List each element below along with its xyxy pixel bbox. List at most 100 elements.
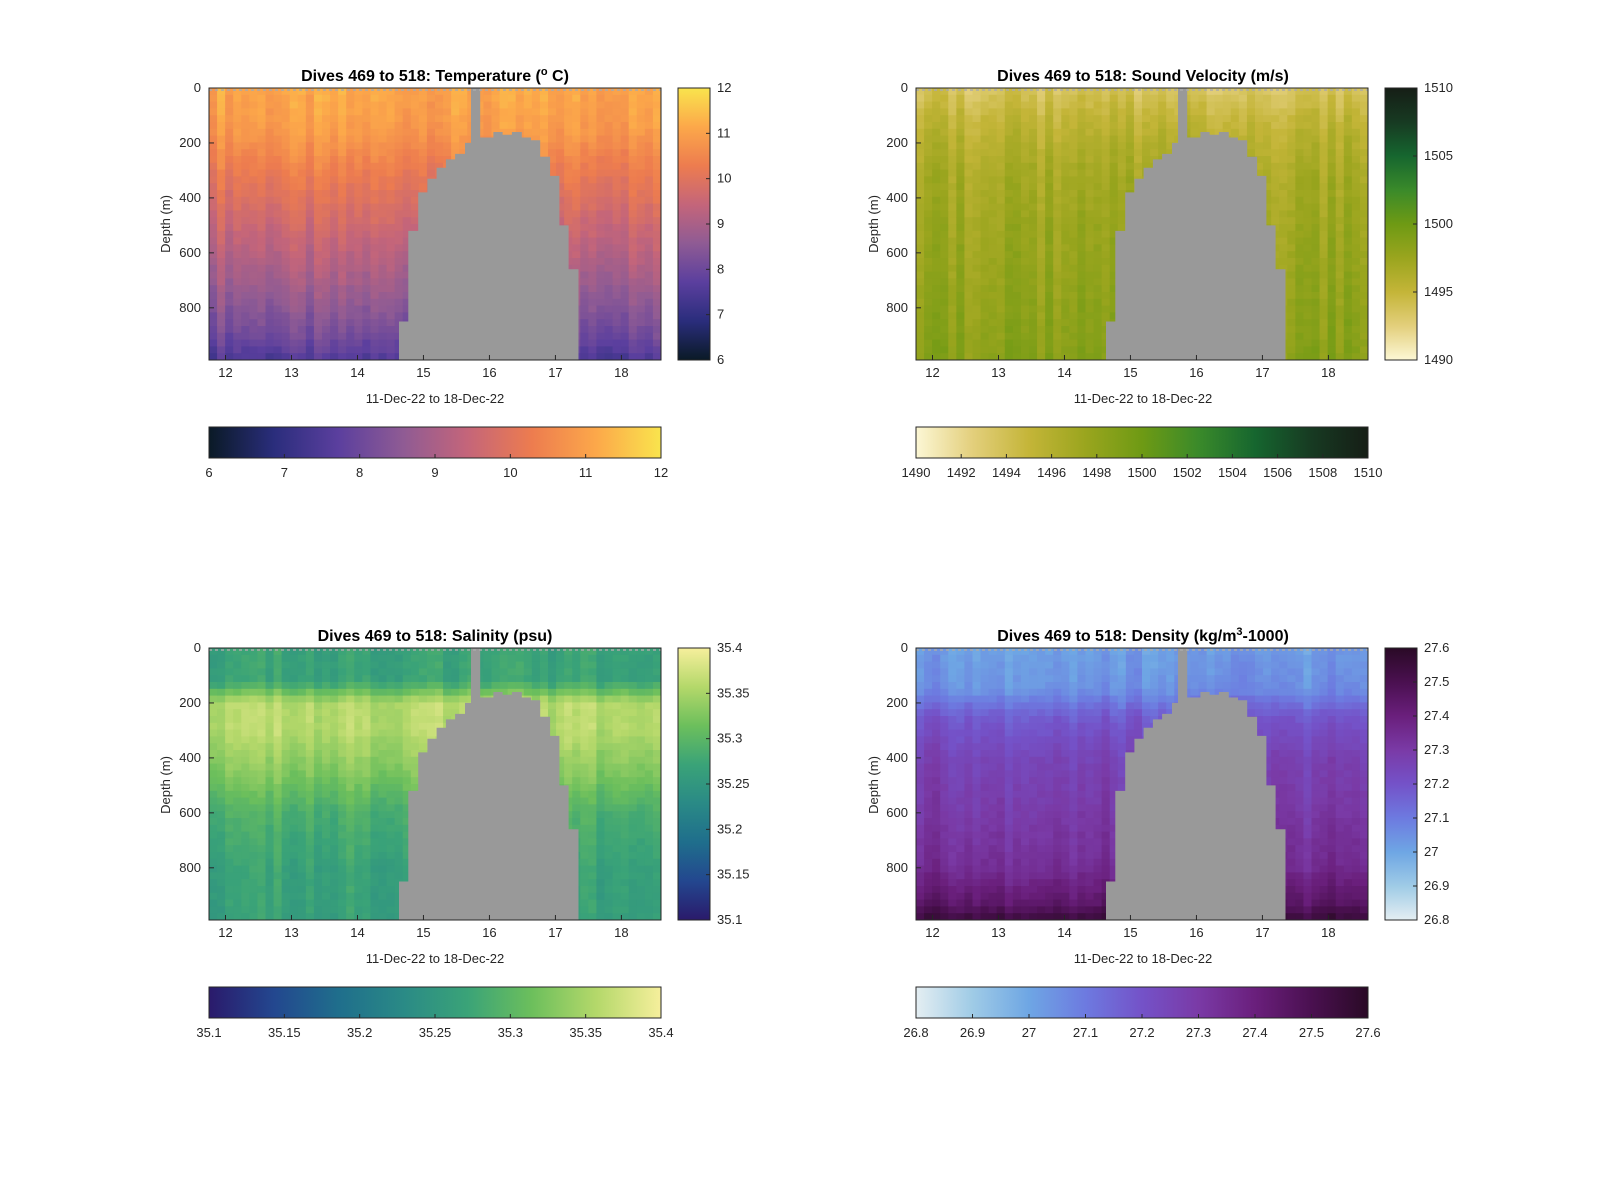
heatmap-cell bbox=[346, 292, 355, 300]
heatmap-cell bbox=[1303, 332, 1313, 341]
heatmap-cell bbox=[996, 319, 1006, 327]
heatmap-cell bbox=[209, 128, 218, 137]
heatmap-cell bbox=[338, 305, 347, 313]
heatmap-cell bbox=[370, 237, 380, 245]
heatmap-cell bbox=[1020, 292, 1030, 300]
heatmap-cell bbox=[338, 278, 347, 286]
heatmap-cell bbox=[1279, 101, 1288, 109]
heatmap-cell bbox=[604, 237, 614, 245]
heatmap-cell bbox=[1029, 122, 1038, 130]
heatmap-cell bbox=[628, 149, 638, 157]
heatmap-cell bbox=[322, 169, 331, 177]
heatmap-cell bbox=[1359, 135, 1368, 143]
heatmap-cell bbox=[265, 162, 275, 171]
heatmap-cell bbox=[225, 162, 234, 171]
heatmap-cell bbox=[1037, 326, 1046, 334]
heatmap-cell bbox=[1085, 292, 1095, 300]
heatmap-cell bbox=[596, 196, 606, 205]
side-colorbar-label: 1500 bbox=[1424, 216, 1453, 231]
heatmap-cell bbox=[1085, 135, 1095, 143]
heatmap-cell bbox=[972, 298, 982, 307]
heatmap-cell bbox=[346, 135, 355, 143]
heatmap-cell bbox=[1279, 135, 1288, 143]
heatmap-cell bbox=[1037, 353, 1046, 360]
heatmap-cell bbox=[1069, 305, 1079, 313]
heatmap-cell bbox=[956, 122, 966, 130]
heatmap-cell bbox=[209, 913, 218, 920]
heatmap-cell bbox=[1327, 115, 1337, 123]
heatmap-cell bbox=[580, 305, 589, 313]
heatmap-cell bbox=[426, 101, 436, 109]
heatmap-cell bbox=[964, 224, 974, 232]
heatmap-cell bbox=[1327, 176, 1337, 184]
heatmap-cell bbox=[612, 278, 622, 286]
heatmap-cell bbox=[980, 203, 990, 211]
heatmap-cell bbox=[209, 675, 218, 683]
heatmap-cell bbox=[281, 264, 291, 273]
heatmap-cell bbox=[1206, 94, 1216, 103]
heatmap-cell bbox=[604, 88, 614, 96]
heatmap-cell bbox=[1020, 135, 1030, 143]
heatmap-cell bbox=[972, 258, 982, 266]
heatmap-cell bbox=[1101, 101, 1111, 109]
heatmap-cell bbox=[426, 88, 436, 96]
heatmap-cell bbox=[362, 230, 372, 239]
heatmap-cell bbox=[1077, 326, 1087, 334]
heatmap-cell bbox=[548, 156, 557, 164]
heatmap-cell bbox=[604, 278, 614, 286]
heatmap-cell bbox=[1335, 183, 1345, 191]
heatmap-cell bbox=[313, 162, 323, 171]
heatmap-cell bbox=[932, 271, 941, 279]
heatmap-cell bbox=[980, 88, 990, 96]
heatmap-cell bbox=[265, 824, 275, 833]
heatmap-cell bbox=[940, 224, 949, 232]
heatmap-cell bbox=[1133, 108, 1143, 116]
heatmap-cell bbox=[956, 237, 966, 245]
heatmap-cell bbox=[257, 906, 267, 914]
heatmap-cell bbox=[225, 716, 234, 724]
heatmap-cell bbox=[394, 128, 404, 137]
heatmap-cell bbox=[217, 305, 226, 313]
heatmap-cell bbox=[1359, 108, 1368, 116]
heatmap-cell bbox=[1053, 298, 1062, 307]
heatmap-cell bbox=[338, 149, 347, 157]
heatmap-cell bbox=[1319, 237, 1329, 245]
heatmap-cell bbox=[265, 845, 275, 853]
heatmap-cell bbox=[1351, 326, 1361, 334]
heatmap-cell bbox=[418, 156, 428, 164]
heatmap-cell bbox=[652, 285, 661, 293]
heatmap-cell bbox=[940, 149, 949, 157]
heatmap-cell bbox=[996, 339, 1006, 347]
heatmap-cell bbox=[265, 332, 275, 341]
heatmap-cell bbox=[916, 237, 925, 245]
heatmap-cell bbox=[217, 811, 226, 819]
heatmap-cell bbox=[932, 128, 941, 137]
heatmap-cell bbox=[265, 135, 275, 143]
heatmap-cell bbox=[916, 264, 925, 273]
heatmap-cell bbox=[217, 108, 226, 116]
heatmap-cell bbox=[1327, 203, 1337, 211]
heatmap-cell bbox=[1101, 319, 1111, 327]
heatmap-cell bbox=[556, 203, 565, 211]
heatmap-cell bbox=[588, 162, 598, 171]
heatmap-cell bbox=[322, 149, 331, 157]
heatmap-cell bbox=[1343, 128, 1353, 137]
heatmap-cell bbox=[281, 346, 291, 354]
heatmap-cell bbox=[924, 169, 933, 177]
heatmap-cell bbox=[580, 244, 589, 252]
heatmap-cell bbox=[564, 217, 573, 225]
heatmap-cell bbox=[644, 190, 654, 198]
heatmap-cell bbox=[346, 210, 355, 218]
heatmap-cell bbox=[996, 169, 1006, 177]
heatmap-cell bbox=[916, 149, 925, 157]
heatmap-cell bbox=[209, 763, 218, 771]
heatmap-cell bbox=[1053, 142, 1062, 150]
heatmap-cell bbox=[1125, 115, 1135, 123]
salinity-panel: Dives 469 to 518: Salinity (psu) 12 13 14 1… bbox=[158, 628, 750, 1040]
heatmap-cell bbox=[1351, 224, 1361, 232]
heatmap-cells bbox=[916, 88, 1368, 360]
heatmap-cell bbox=[636, 319, 646, 327]
heatmap-cell bbox=[1085, 353, 1095, 360]
heatmap-cell bbox=[1077, 278, 1087, 286]
heatmap-cell bbox=[596, 176, 606, 184]
